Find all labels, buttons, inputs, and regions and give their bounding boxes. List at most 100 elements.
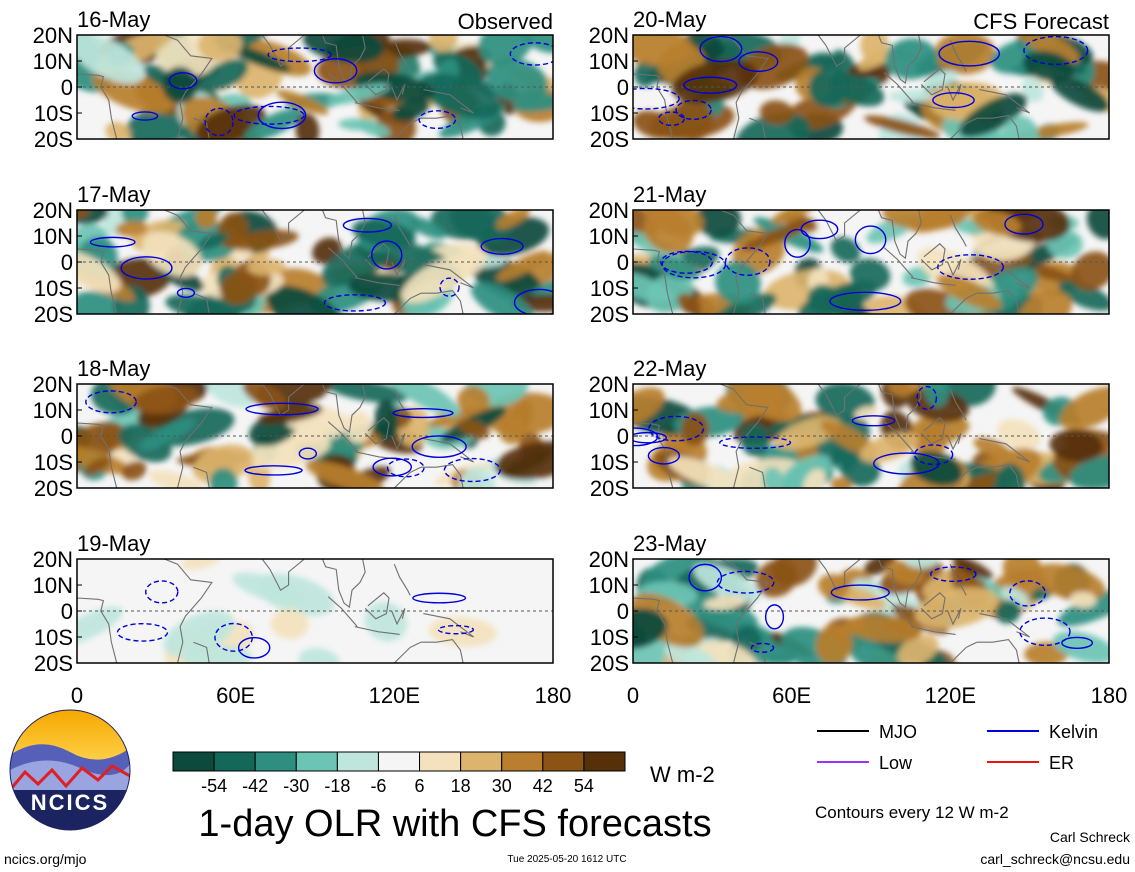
- lat-tick-label: 20N: [33, 547, 73, 572]
- lat-tick-label: 10N: [589, 224, 629, 249]
- colorbar-label: 30: [492, 776, 512, 796]
- lon-tick-label: 0: [71, 683, 83, 708]
- lat-tick-label: 10S: [590, 625, 629, 650]
- colorbar-label: -30: [283, 776, 309, 796]
- olr-field: [77, 384, 553, 488]
- kelvin-contours: [131, 42, 553, 137]
- colorbar-swatch: [172, 751, 215, 772]
- kelvin-contours: [116, 580, 475, 659]
- lat-tick-label: 0: [617, 599, 629, 624]
- lat-tick-label: 0: [617, 424, 629, 449]
- legend: MJO Kelvin Low ER: [817, 722, 1098, 773]
- lat-tick-label: 20N: [589, 547, 629, 572]
- timestamp: Tue 2025-05-20 1612 UTC: [507, 854, 626, 865]
- olr-field: [633, 35, 1109, 139]
- kelvin-contours: [633, 35, 1089, 127]
- kelvin-contours: [688, 563, 1094, 653]
- kelvin-contours: [633, 385, 954, 475]
- panel-date-label: 20-May: [633, 7, 706, 32]
- colorbar-label: -18: [324, 776, 350, 796]
- legend-label: Low: [879, 753, 913, 773]
- panel-date-label: 23-May: [633, 531, 706, 556]
- panel-date-label: 17-May: [77, 182, 150, 207]
- lon-tick-label: 60E: [772, 683, 811, 708]
- coastlines: [633, 210, 1031, 314]
- lat-tick-label: 10S: [34, 101, 73, 126]
- lat-tick-label: 20N: [33, 372, 73, 397]
- colorbar-swatch: [377, 751, 421, 772]
- lat-tick-label: 10S: [34, 625, 73, 650]
- lon-tick-label: 180: [1091, 683, 1128, 708]
- colorbar-label: -54: [201, 776, 227, 796]
- lat-tick-label: 20S: [590, 127, 629, 152]
- author-email: carl_schreck@ncsu.edu: [980, 851, 1130, 867]
- lat-tick-label: 10N: [33, 398, 73, 423]
- colorbar-swatch: [583, 751, 626, 772]
- logo-text: NCICS: [31, 790, 109, 815]
- colorbar-label: 54: [574, 776, 594, 796]
- colorbar-swatch: [254, 751, 297, 772]
- author-name: Carl Schreck: [1050, 829, 1131, 845]
- panel-date-label: 16-May: [77, 7, 150, 32]
- ncics-logo: NCICS: [9, 709, 131, 831]
- site-url: ncics.org/mjo: [4, 851, 87, 867]
- colorbar-swatch: [542, 751, 585, 772]
- lat-tick-label: 10S: [590, 276, 629, 301]
- kelvin-contours: [89, 217, 553, 314]
- lat-tick-label: 10N: [33, 49, 73, 74]
- olr-field: [77, 559, 553, 663]
- lat-tick-label: 0: [61, 599, 73, 624]
- lat-tick-label: 20S: [34, 302, 73, 327]
- colorbar-label: 18: [451, 776, 471, 796]
- colorbar: -54 -42 -30 -18 -6 6 18 30 42 54: [172, 751, 626, 796]
- coastlines: [633, 559, 1031, 663]
- lat-tick-label: 20S: [34, 651, 73, 676]
- lat-tick-label: 10N: [33, 573, 73, 598]
- lat-tick-label: 10N: [33, 224, 73, 249]
- colorbar-swatch: [460, 751, 503, 772]
- lat-tick-label: 20S: [590, 651, 629, 676]
- colorbar-unit: W m-2: [650, 762, 715, 787]
- colorbar-label: -6: [370, 776, 386, 796]
- colorbar-swatch: [295, 751, 338, 772]
- panel-date-label: 22-May: [633, 356, 706, 381]
- legend-label: ER: [1049, 753, 1074, 773]
- lon-tick-label: 180: [535, 683, 572, 708]
- lat-tick-label: 20N: [33, 23, 73, 48]
- lat-tick-label: 20N: [589, 23, 629, 48]
- colorbar-swatch: [213, 751, 256, 772]
- lat-tick-label: 0: [61, 75, 73, 100]
- lat-tick-label: 10S: [590, 101, 629, 126]
- colorbar-swatch: [501, 751, 544, 772]
- olr-field: [77, 35, 553, 139]
- olr-field: [77, 210, 553, 314]
- panel-date-label: 21-May: [633, 182, 706, 207]
- lat-tick-label: 20N: [589, 372, 629, 397]
- colorbar-label: 42: [533, 776, 553, 796]
- legend-label: Kelvin: [1049, 722, 1098, 742]
- lat-tick-label: 20S: [34, 476, 73, 501]
- colorbar-label: 6: [415, 776, 425, 796]
- lon-tick-label: 120E: [369, 683, 420, 708]
- panel-header-label: CFS Forecast: [973, 9, 1109, 34]
- lat-tick-label: 20S: [590, 302, 629, 327]
- coastlines: [77, 559, 475, 663]
- panel-date-label: 19-May: [77, 531, 150, 556]
- coastlines: [77, 210, 475, 314]
- coastlines: [633, 384, 1031, 488]
- chart-title: 1-day OLR with CFS forecasts: [198, 803, 711, 845]
- coastlines: [633, 35, 1031, 139]
- lat-tick-label: 20N: [33, 198, 73, 223]
- lat-tick-label: 0: [61, 250, 73, 275]
- lon-tick-label: 0: [627, 683, 639, 708]
- lat-tick-label: 10S: [590, 450, 629, 475]
- panels: 16-May Observed20N10N010S20S17-May20N10N0…: [33, 7, 1128, 708]
